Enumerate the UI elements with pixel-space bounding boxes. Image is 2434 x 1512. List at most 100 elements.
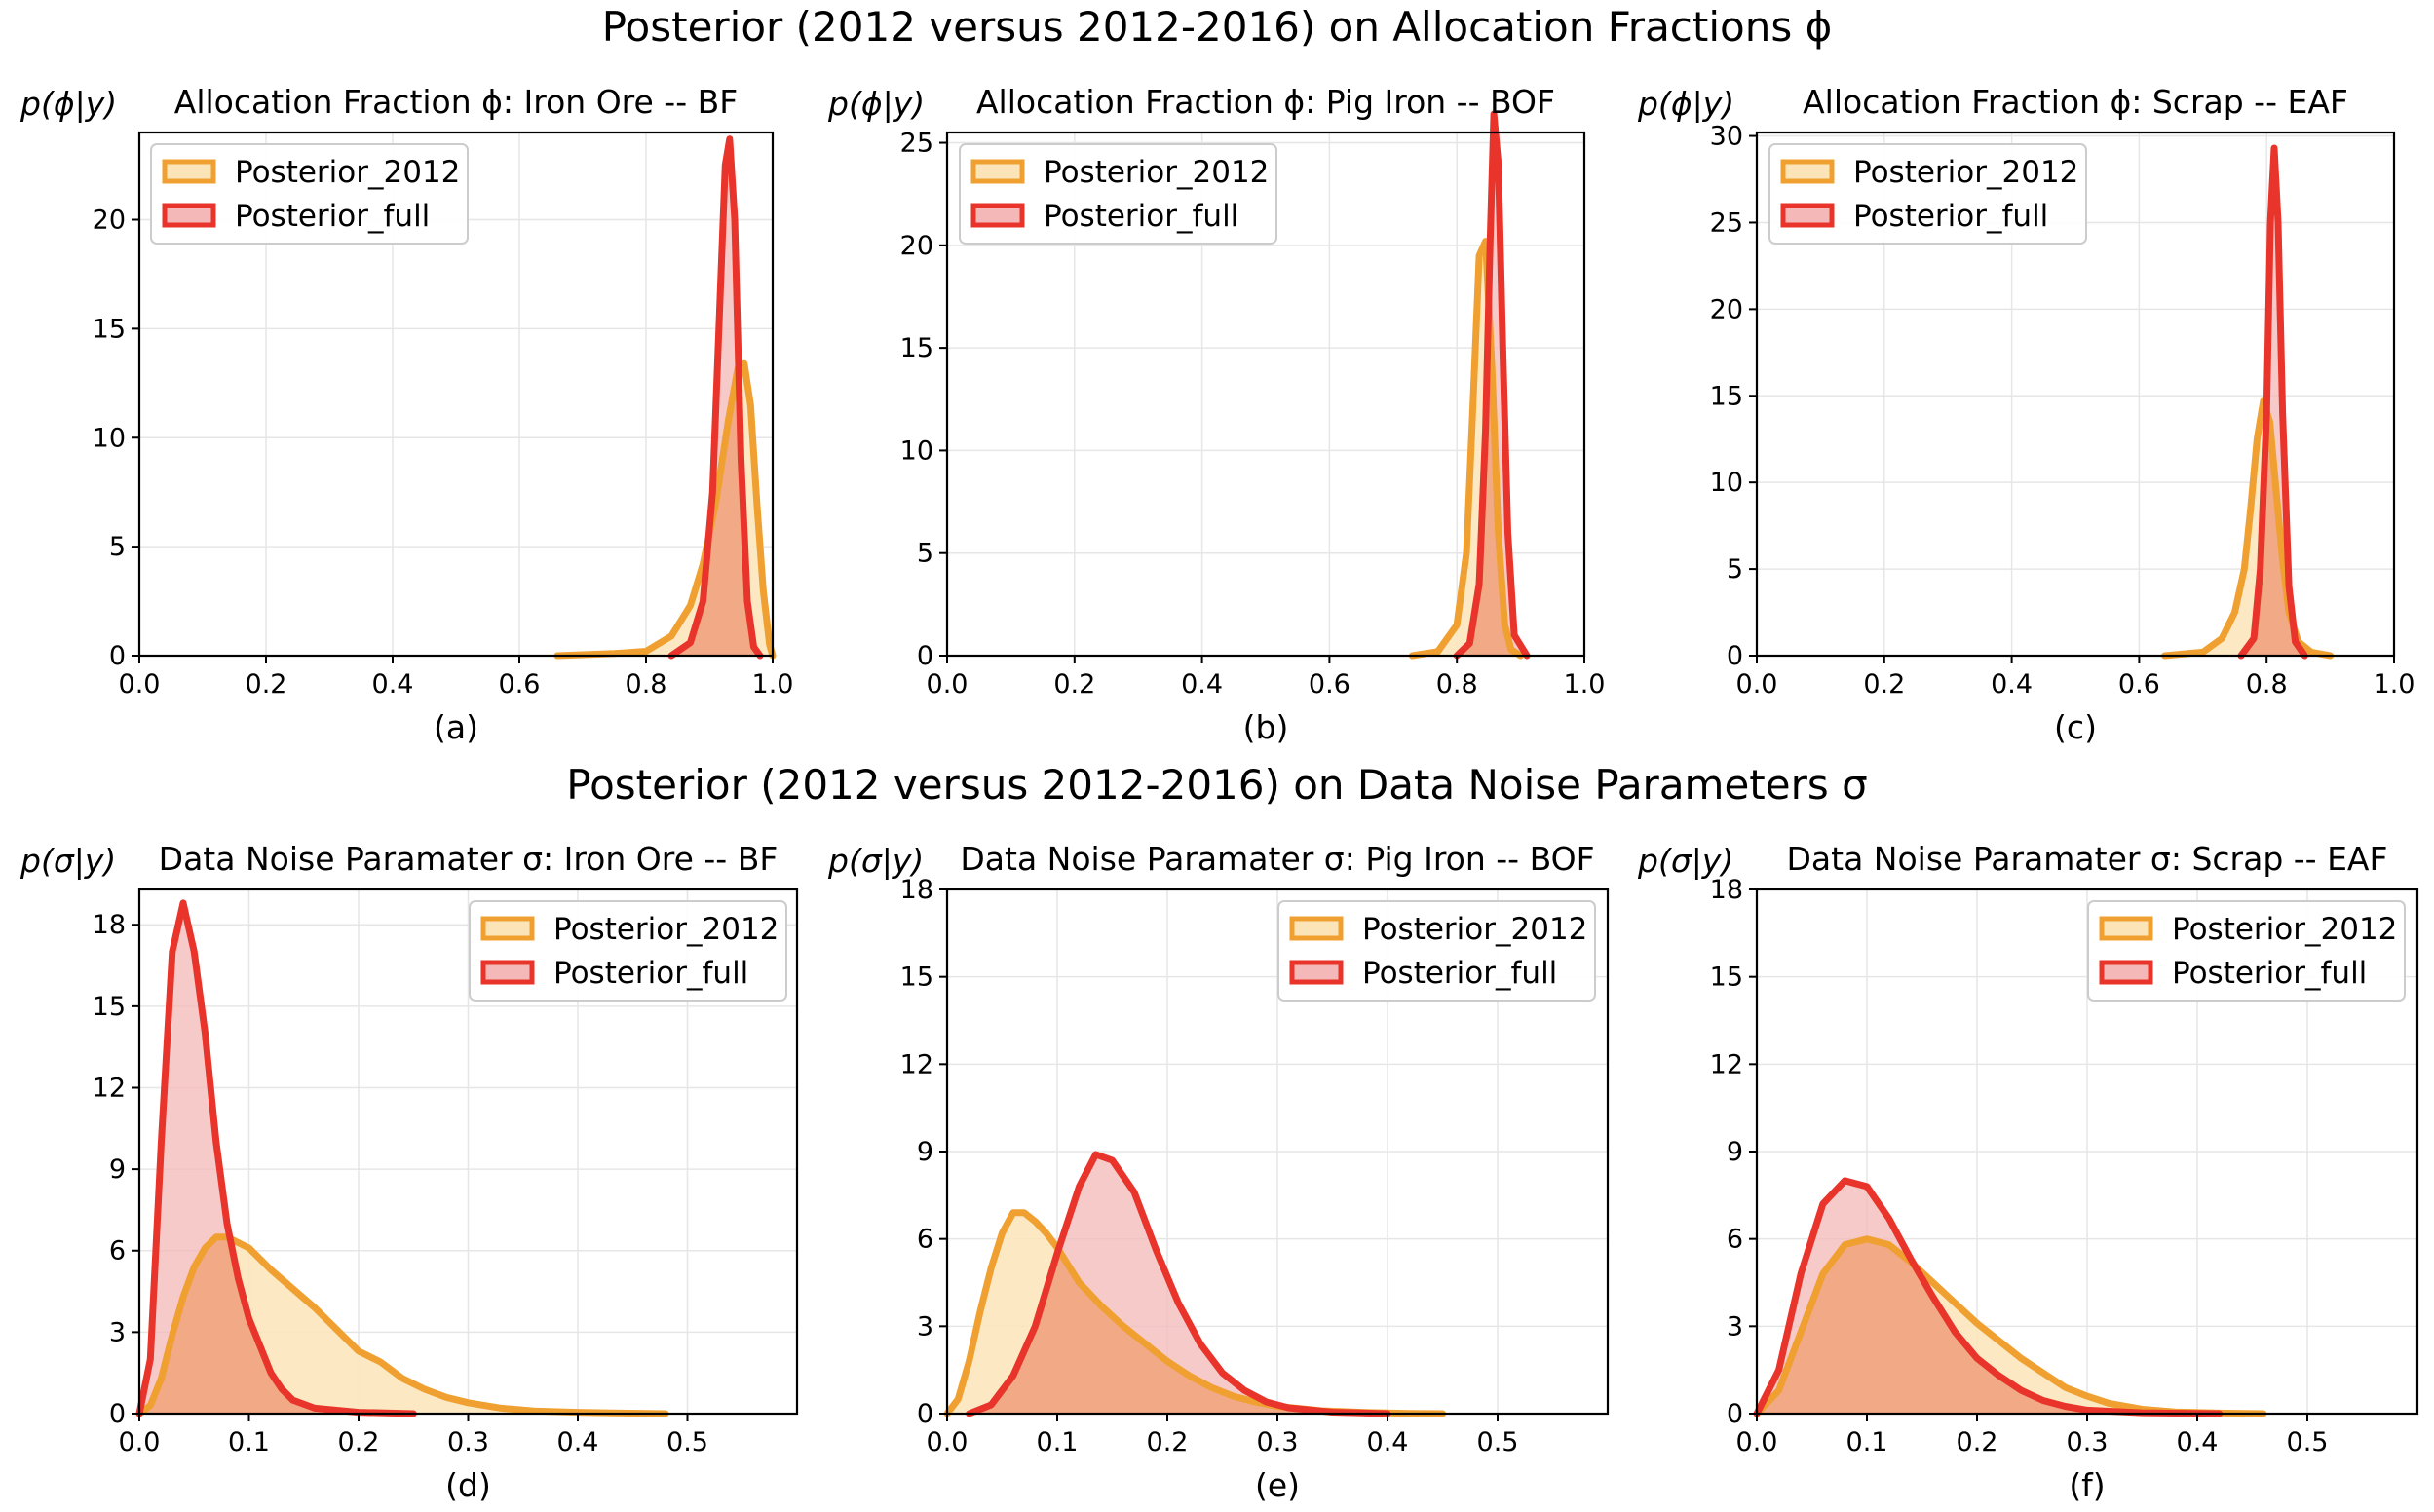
density-line-posterior-full xyxy=(2237,144,2308,660)
y-tick-label: 5 xyxy=(109,532,126,562)
legend-swatch-posterior-2012 xyxy=(162,159,216,184)
legend-swatch-posterior-2012 xyxy=(1289,916,1344,941)
legend-swatch-posterior-full xyxy=(1289,960,1344,985)
y-tick-label: 20 xyxy=(1710,294,1743,324)
y-tick-label: 18 xyxy=(1710,875,1743,905)
x-tick-label: 0.6 xyxy=(1309,669,1350,699)
x-tick-label: 0.8 xyxy=(1436,669,1478,699)
x-tick-label: 0.4 xyxy=(1181,669,1223,699)
y-tick-label: 9 xyxy=(917,1137,933,1167)
x-tick-label: 1.0 xyxy=(2374,669,2415,699)
density-overlap-fill xyxy=(969,1212,1388,1414)
x-tick-label: 0.6 xyxy=(499,669,541,699)
suptitle-noise: Posterior (2012 versus 2012-2016) on Dat… xyxy=(566,761,1867,809)
axes-frame xyxy=(945,131,1586,658)
suptitle-allocation: Posterior (2012 versus 2012-2016) on All… xyxy=(602,3,1833,51)
y-tick-label: 10 xyxy=(93,423,126,453)
legend-frame xyxy=(2087,900,2406,1002)
x-tick-label: 0.4 xyxy=(2177,1427,2219,1457)
legend-frame xyxy=(959,143,1277,245)
x-tick-label: 0.2 xyxy=(1863,669,1905,699)
panel-caption: (c) xyxy=(2054,708,2097,746)
y-axis-label: p(ϕ|y) xyxy=(827,85,925,123)
x-tick-label: 0.8 xyxy=(626,669,667,699)
y-tick-label: 6 xyxy=(1727,1225,1743,1255)
x-tick-label: 1.0 xyxy=(1564,669,1606,699)
legend-label: Posterior_full xyxy=(2172,956,2367,991)
x-tick-label: 0.0 xyxy=(119,669,161,699)
panel-title: Data Noise Paramater σ: Pig Iron -- BOF xyxy=(960,840,1594,878)
y-tick-label: 9 xyxy=(1727,1137,1743,1167)
x-tick-label: 0.4 xyxy=(1367,1427,1409,1457)
panel-title: Data Noise Paramater σ: Iron Ore -- BF xyxy=(159,840,779,878)
x-tick-label: 0.0 xyxy=(927,1427,969,1457)
panel-title: Allocation Fraction ϕ: Iron Ore -- BF xyxy=(174,83,738,121)
density-line-posterior-full xyxy=(667,135,764,660)
y-axis-label: p(ϕ|y) xyxy=(1637,85,1734,123)
legend: Posterior_2012 Posterior_full xyxy=(469,900,787,1002)
x-tick-label: 0.8 xyxy=(2246,669,2288,699)
y-tick-label: 10 xyxy=(1710,468,1743,498)
x-tick-label: 0.0 xyxy=(927,669,969,699)
y-tick-label: 12 xyxy=(1710,1049,1743,1079)
panel-f: 0.0 0.1 0.2 0.3 0.4 0.5 0 3 6 9 12 15 18 Data Noise P… xyxy=(1637,840,2419,1504)
y-tick-label: 15 xyxy=(900,333,933,363)
legend-swatch-posterior-full xyxy=(162,203,216,228)
legend-label: Posterior_full xyxy=(235,199,430,234)
legend-swatch-posterior-2012 xyxy=(2099,916,2153,941)
y-tick-label: 6 xyxy=(917,1225,933,1255)
legend-label: Posterior_full xyxy=(1044,199,1238,234)
y-tick-label: 0 xyxy=(917,641,933,671)
density-overlap-fill xyxy=(1757,1238,2220,1414)
legend: Posterior_2012 Posterior_full xyxy=(150,143,469,245)
y-tick-label: 12 xyxy=(93,1073,126,1103)
panel-b: 0.0 0.2 0.4 0.6 0.8 1.0 0 5 10 15 20 25 Allocation F… xyxy=(827,83,1605,746)
panel-caption: (b) xyxy=(1243,708,1289,746)
legend-label: Posterior_full xyxy=(1853,199,2048,234)
legend-frame xyxy=(150,143,469,245)
x-tick-label: 0.5 xyxy=(1477,1427,1519,1457)
panel-c: 0.0 0.2 0.4 0.6 0.8 1.0 0 5 10 15 20 25 30 Allocation… xyxy=(1637,83,2415,746)
legend-frame xyxy=(1277,900,1596,1002)
y-tick-label: 0 xyxy=(1727,1399,1743,1429)
x-tick-label: 0.4 xyxy=(557,1427,599,1457)
legend-swatch-posterior-2012 xyxy=(480,916,535,941)
x-tick-label: 0.0 xyxy=(1736,1427,1778,1457)
legend-label: Posterior_2012 xyxy=(235,155,460,190)
legend-label: Posterior_full xyxy=(1362,956,1557,991)
x-tick-label: 0.2 xyxy=(1053,669,1095,699)
y-tick-label: 20 xyxy=(93,206,126,236)
density-line-posterior-full xyxy=(1753,1177,2224,1418)
x-tick-label: 0.5 xyxy=(2287,1427,2329,1457)
x-tick-label: 0.3 xyxy=(447,1427,489,1457)
axes-frame xyxy=(1755,131,2396,658)
y-tick-label: 5 xyxy=(917,539,933,569)
y-tick-label: 15 xyxy=(1710,963,1743,993)
density-fill-posterior-full xyxy=(2241,148,2305,656)
y-tick-label: 3 xyxy=(109,1317,126,1347)
legend-frame xyxy=(1768,143,2087,245)
y-tick-label: 0 xyxy=(1727,641,1743,671)
panel-d: 0.0 0.1 0.2 0.3 0.4 0.5 0 3 6 9 12 15 18 Data Noise P… xyxy=(19,840,799,1504)
y-axis-label: p(σ|y) xyxy=(827,842,924,880)
y-axis-label: p(σ|y) xyxy=(1637,842,1733,880)
y-tick-label: 15 xyxy=(93,992,126,1022)
density-line-posterior-2012 xyxy=(553,359,777,660)
legend-swatch-posterior-full xyxy=(970,203,1025,228)
legend-label: Posterior_2012 xyxy=(1853,155,2078,190)
x-tick-label: 0.2 xyxy=(1957,1427,1998,1457)
y-tick-label: 3 xyxy=(1727,1311,1743,1342)
y-axis-label: p(σ|y) xyxy=(19,842,116,880)
y-tick-label: 30 xyxy=(1710,122,1743,152)
legend: Posterior_2012 Posterior_full xyxy=(2087,900,2406,1002)
legend-swatch-posterior-full xyxy=(480,960,535,985)
density-line-posterior-full xyxy=(1453,110,1531,660)
y-tick-label: 5 xyxy=(1727,554,1743,585)
density-overlap-fill xyxy=(1457,241,1521,656)
x-tick-label: 0.2 xyxy=(1147,1427,1189,1457)
density-overlap-fill xyxy=(671,363,760,656)
x-tick-label: 0.2 xyxy=(338,1427,380,1457)
legend-frame xyxy=(469,900,787,1002)
legend-swatch-posterior-full xyxy=(2099,960,2153,985)
